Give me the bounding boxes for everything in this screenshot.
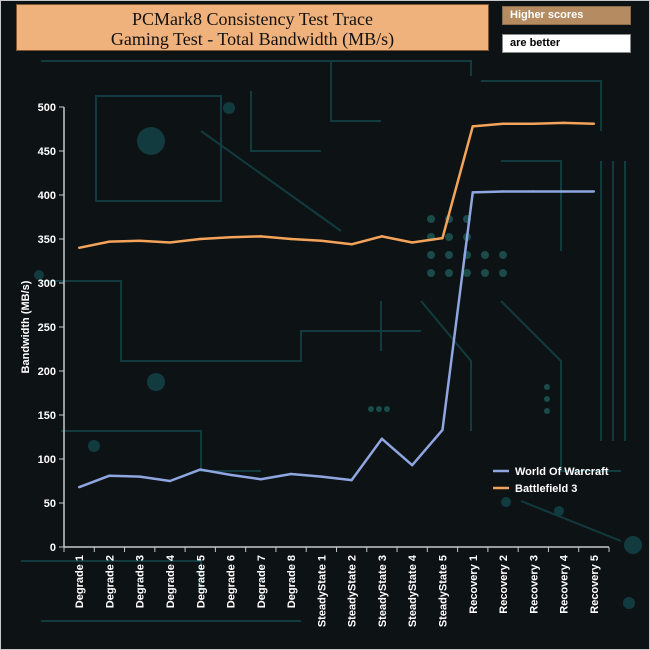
data-point	[592, 122, 596, 125]
x-tick-label: SteadyState 3	[377, 555, 389, 627]
x-tick-label: Degrade 1	[74, 555, 86, 608]
data-point	[289, 472, 293, 476]
legend-label-0: World Of Warcraft	[515, 466, 609, 478]
data-point	[501, 190, 505, 193]
data-point	[380, 437, 384, 440]
data-point	[77, 246, 81, 249]
data-point	[410, 463, 414, 467]
are-better-note: are better	[502, 34, 631, 53]
data-point	[532, 190, 535, 193]
data-point	[380, 235, 384, 238]
x-tick-label: Recovery 1	[468, 555, 480, 614]
data-point	[259, 478, 263, 481]
data-point	[320, 239, 323, 242]
y-tick-label: 350	[38, 234, 56, 246]
data-point	[471, 191, 474, 194]
x-tick-label: SteadyState 4	[407, 554, 419, 627]
data-point	[138, 475, 141, 478]
data-point	[229, 473, 232, 477]
y-tick-label: 250	[38, 322, 56, 334]
data-point	[501, 122, 505, 125]
data-point	[108, 474, 111, 477]
data-point	[410, 241, 414, 244]
x-tick-label: Degrade 6	[226, 555, 238, 608]
data-point	[108, 240, 111, 243]
data-point	[350, 478, 353, 482]
x-tick-label: Degrade 5	[195, 555, 207, 608]
data-point	[259, 235, 263, 238]
higher-scores-note: Higher scores	[502, 6, 631, 25]
y-axis-title: Bandwidth (MB/s)	[20, 280, 32, 373]
data-point	[592, 190, 596, 193]
data-point	[562, 121, 565, 125]
data-point	[229, 236, 232, 239]
data-point	[138, 239, 141, 242]
data-point	[562, 190, 565, 193]
data-point	[168, 479, 172, 483]
chart-title-box: PCMark8 Consistency Test Trace Gaming Te…	[16, 4, 489, 51]
x-tick-label: Recovery 2	[498, 555, 510, 614]
x-tick-label: SteadyState 5	[437, 555, 449, 627]
chart-title-line2: Gaming Test - Total Bandwidth (MB/s)	[110, 29, 395, 49]
data-point	[320, 475, 323, 478]
y-tick-label: 0	[50, 542, 56, 554]
chart-title-line1: PCMark8 Consistency Test Trace	[132, 9, 373, 29]
y-tick-label: 200	[38, 366, 56, 378]
x-tick-label: Degrade 2	[104, 555, 116, 608]
y-tick-label: 100	[38, 454, 56, 466]
x-tick-label: Recovery 3	[528, 555, 540, 614]
x-tick-label: Recovery 5	[589, 555, 601, 614]
series-line-1	[78, 121, 594, 250]
data-point	[77, 485, 81, 489]
y-tick-label: 150	[38, 410, 56, 422]
data-point	[471, 125, 474, 128]
x-tick-label: SteadyState 1	[316, 555, 328, 627]
data-point	[199, 468, 202, 471]
x-tick-label: SteadyState 2	[347, 555, 359, 627]
y-tick-label: 50	[44, 498, 56, 510]
chart-series	[77, 121, 596, 489]
chart-axes: 0 50 100 150 200 250 300 350 400 450 500 Degrade 1 D…	[20, 102, 610, 627]
x-tick-label: Degrade 3	[135, 555, 147, 608]
y-tick-label: 500	[38, 102, 56, 114]
y-tick-label: 450	[38, 146, 56, 158]
x-tick-label: Degrade 7	[256, 555, 268, 608]
data-point	[532, 122, 535, 125]
data-point	[441, 428, 444, 432]
chart-legend: World Of Warcraft Battlefield 3	[493, 466, 609, 495]
data-point	[289, 237, 293, 241]
x-tick-label: Recovery 4	[559, 554, 571, 614]
data-point	[199, 237, 202, 241]
data-point	[441, 236, 444, 240]
data-point	[350, 243, 353, 246]
legend-label-1: Battlefield 3	[515, 483, 577, 495]
x-tick-label: Degrade 8	[286, 555, 298, 608]
series-line-0	[78, 190, 594, 489]
data-point	[168, 241, 172, 244]
y-tick-label: 400	[38, 190, 56, 202]
y-tick-label: 300	[38, 278, 56, 290]
x-tick-label: Degrade 4	[165, 554, 177, 608]
